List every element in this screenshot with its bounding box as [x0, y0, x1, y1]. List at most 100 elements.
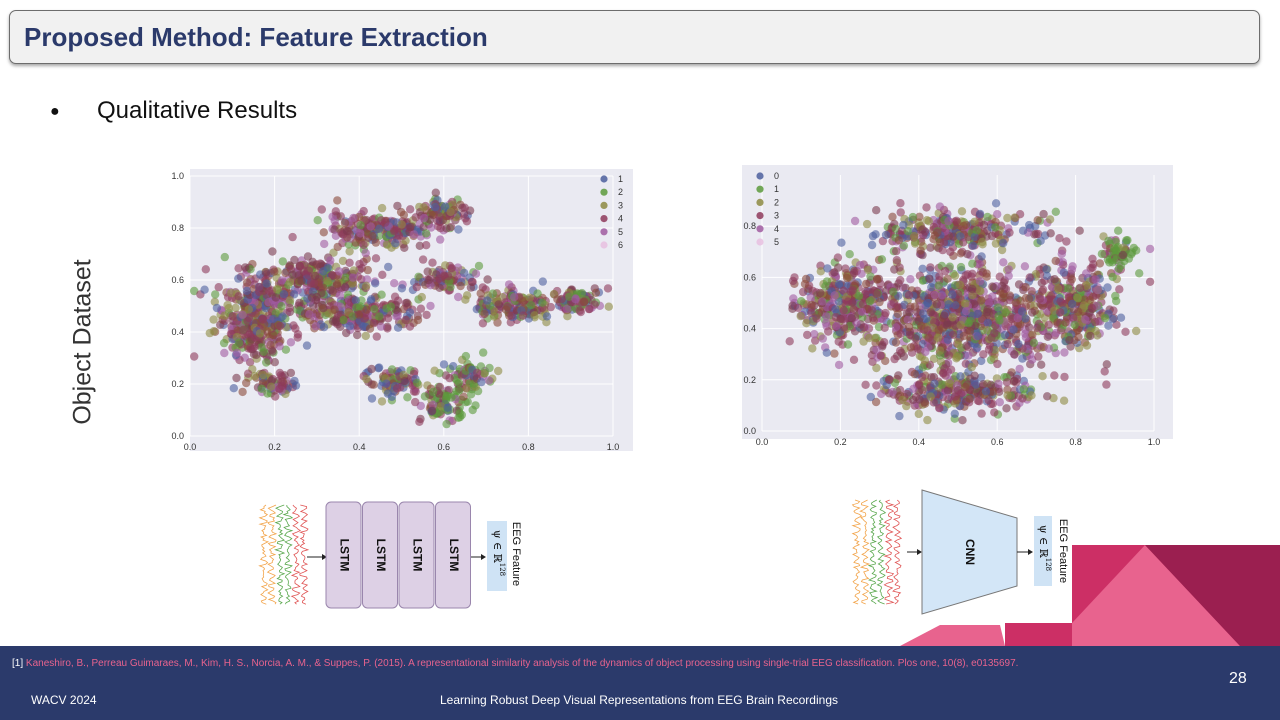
scatter-point: [422, 241, 431, 250]
scatter-point: [356, 221, 365, 230]
scatter-point: [1104, 236, 1113, 246]
scatter-point: [977, 409, 986, 418]
scatter-point: [383, 314, 393, 323]
scatter-point: [1021, 314, 1030, 323]
citation-text: Kaneshiro, B., Perreau Guimaraes, M., Ki…: [25, 658, 1019, 669]
scatter-point: [868, 313, 878, 322]
scatter-point: [268, 247, 277, 256]
scatter-point: [1018, 354, 1027, 363]
scatter-point: [281, 268, 290, 278]
scatter-point: [871, 230, 880, 239]
x-tick-label: 1.0: [607, 442, 620, 452]
dataset-label: Object Dataset: [68, 259, 97, 425]
scatter-point: [262, 279, 271, 288]
scatter-point: [895, 346, 905, 356]
y-tick-label: 0.8: [743, 221, 756, 231]
scatter-point: [328, 270, 337, 280]
scatter-point: [1135, 269, 1144, 278]
scatter-point: [896, 208, 905, 217]
scatter-point: [862, 219, 872, 229]
scatter-point: [793, 303, 803, 312]
scatter-point: [965, 326, 975, 336]
scatter-point: [892, 256, 901, 265]
scatter-point: [510, 293, 519, 302]
scatter-point: [376, 322, 386, 331]
scatter-point: [290, 376, 299, 386]
scatter-point: [290, 290, 299, 299]
scatter-point: [478, 319, 488, 328]
scatter-point: [806, 293, 815, 302]
scatter-point: [872, 289, 881, 299]
scatter-point: [359, 206, 368, 216]
scatter-point: [484, 376, 494, 385]
legend-marker: [600, 188, 608, 196]
legend-label: 4: [618, 214, 623, 224]
scatter-point: [983, 212, 992, 222]
scatter-point: [872, 381, 881, 390]
scatter-point: [442, 419, 451, 429]
scatter-point: [834, 263, 843, 272]
scatter-point: [266, 340, 275, 350]
scatter-point: [453, 263, 463, 272]
scatter-point: [988, 282, 997, 291]
scatter-point: [863, 265, 872, 275]
scatter-point: [345, 322, 354, 331]
scatter-point: [399, 370, 408, 380]
scatter-point: [333, 279, 342, 288]
scatter-point: [356, 229, 365, 238]
scatter-point: [234, 274, 243, 283]
scatter-point: [351, 238, 360, 247]
scatter-point: [250, 371, 259, 381]
scatter-point: [1051, 256, 1060, 266]
scatter-point: [277, 276, 287, 285]
scatter-point: [437, 402, 446, 411]
legend-label: 4: [774, 224, 779, 234]
scatter-point: [889, 287, 898, 296]
scatter-point: [345, 258, 354, 267]
scatter-point: [427, 223, 436, 232]
scatter-point: [1085, 308, 1094, 317]
scatter-point: [935, 404, 944, 413]
title-bar: Proposed Method: Feature Extraction: [9, 10, 1260, 64]
scatter-point: [918, 264, 927, 273]
scatter-point: [915, 395, 924, 404]
scatter-point: [993, 303, 1003, 312]
scatter-point: [905, 307, 914, 317]
scatter-point: [1020, 262, 1030, 271]
legend-marker: [600, 201, 608, 209]
scatter-point: [1051, 207, 1060, 216]
scatter-point: [363, 265, 372, 275]
scatter-point: [546, 302, 555, 312]
scatter-point: [930, 290, 940, 300]
scatter-point: [1046, 229, 1055, 238]
scatter-point: [304, 266, 314, 275]
scatter-point: [367, 394, 377, 403]
scatter-point: [913, 344, 922, 353]
scatter-point: [371, 238, 381, 247]
scatter-point: [902, 389, 912, 399]
scatter-point: [1103, 283, 1112, 292]
scatter-point: [286, 338, 296, 347]
scatter-point: [822, 348, 831, 357]
scatter-point: [1002, 378, 1012, 387]
scatter-point: [533, 289, 542, 298]
scatter-point: [923, 326, 932, 335]
scatter-point: [855, 260, 865, 270]
scatter-point: [1091, 317, 1100, 327]
eeg-waveform: [859, 499, 871, 605]
scatter-point: [893, 309, 902, 319]
scatter-point: [1038, 372, 1047, 381]
scatter-point: [982, 269, 991, 278]
eeg-waveform: [282, 504, 294, 605]
scatter-point: [935, 346, 945, 355]
scatter-point: [984, 345, 994, 354]
scatter-point: [1074, 307, 1083, 316]
scatter-point: [542, 312, 552, 321]
scatter-point: [884, 375, 894, 384]
scatter-point: [431, 188, 440, 197]
scatter-point: [1061, 318, 1070, 327]
scatter-point: [875, 297, 884, 307]
scatter-point: [342, 328, 351, 338]
scatter-point: [362, 305, 371, 314]
cnn-block: CNN: [921, 489, 1018, 615]
